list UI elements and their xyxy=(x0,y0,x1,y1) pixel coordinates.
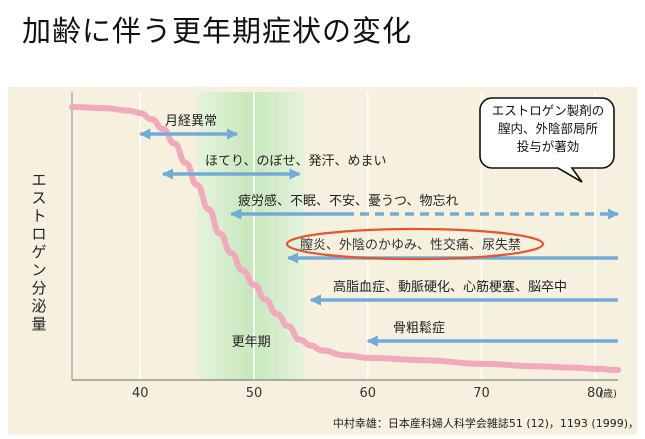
y-axis-label-char: 泌 xyxy=(31,297,46,315)
symptom-label: 月経異常 xyxy=(165,114,217,129)
y-axis-label-char: ロ xyxy=(31,225,46,243)
citation: 中村幸雄：日本産科婦人科学会雑誌51 (12)，1193 (1999)， xyxy=(332,417,639,430)
callout-text-line: エストロゲン製剤の xyxy=(492,103,605,118)
y-axis-label-char: 分 xyxy=(31,279,46,297)
symptom-label: 膣炎、外陰のかゆみ、性交痛、尿失禁 xyxy=(300,237,521,253)
band-label: 更年期 xyxy=(232,335,271,350)
symptom-label: ほてり、のぼせ、発汗、めまい xyxy=(205,154,386,169)
y-axis-label-char: ス xyxy=(31,189,46,207)
symptom-label: 骨粗鬆症 xyxy=(393,321,445,336)
x-tick-label: 70 xyxy=(473,386,490,401)
x-tick-label: 80 xyxy=(587,386,604,401)
x-tick-label: 40 xyxy=(132,386,149,401)
symptom-label: 高脂血症、動脈硬化、心筋梗塞、脳卒中 xyxy=(333,279,567,295)
y-axis-label-char: ン xyxy=(31,261,46,279)
y-axis-label-char: ゲ xyxy=(31,243,46,261)
menopause-band xyxy=(197,92,306,380)
x-tick-label: 60 xyxy=(359,386,376,401)
symptom-label: 疲労感、不眠、不安、憂うつ、物忘れ xyxy=(238,193,458,209)
x-unit-label: (歳) xyxy=(599,388,617,400)
page-title: 加齢に伴う更年期症状の変化 xyxy=(22,14,413,48)
callout-text-line: 膣内、外陰部局所 xyxy=(498,121,598,136)
estrogen-curve xyxy=(69,104,621,373)
callout-bubble xyxy=(479,97,615,183)
callout-text-line: 投与が著効 xyxy=(517,139,580,154)
x-tick-label: 50 xyxy=(246,386,263,401)
highlight-ellipse xyxy=(285,227,545,261)
y-axis-label-char: ト xyxy=(31,207,46,225)
y-axis-label-char: 量 xyxy=(31,315,46,333)
y-axis-label-char: エ xyxy=(31,171,46,189)
